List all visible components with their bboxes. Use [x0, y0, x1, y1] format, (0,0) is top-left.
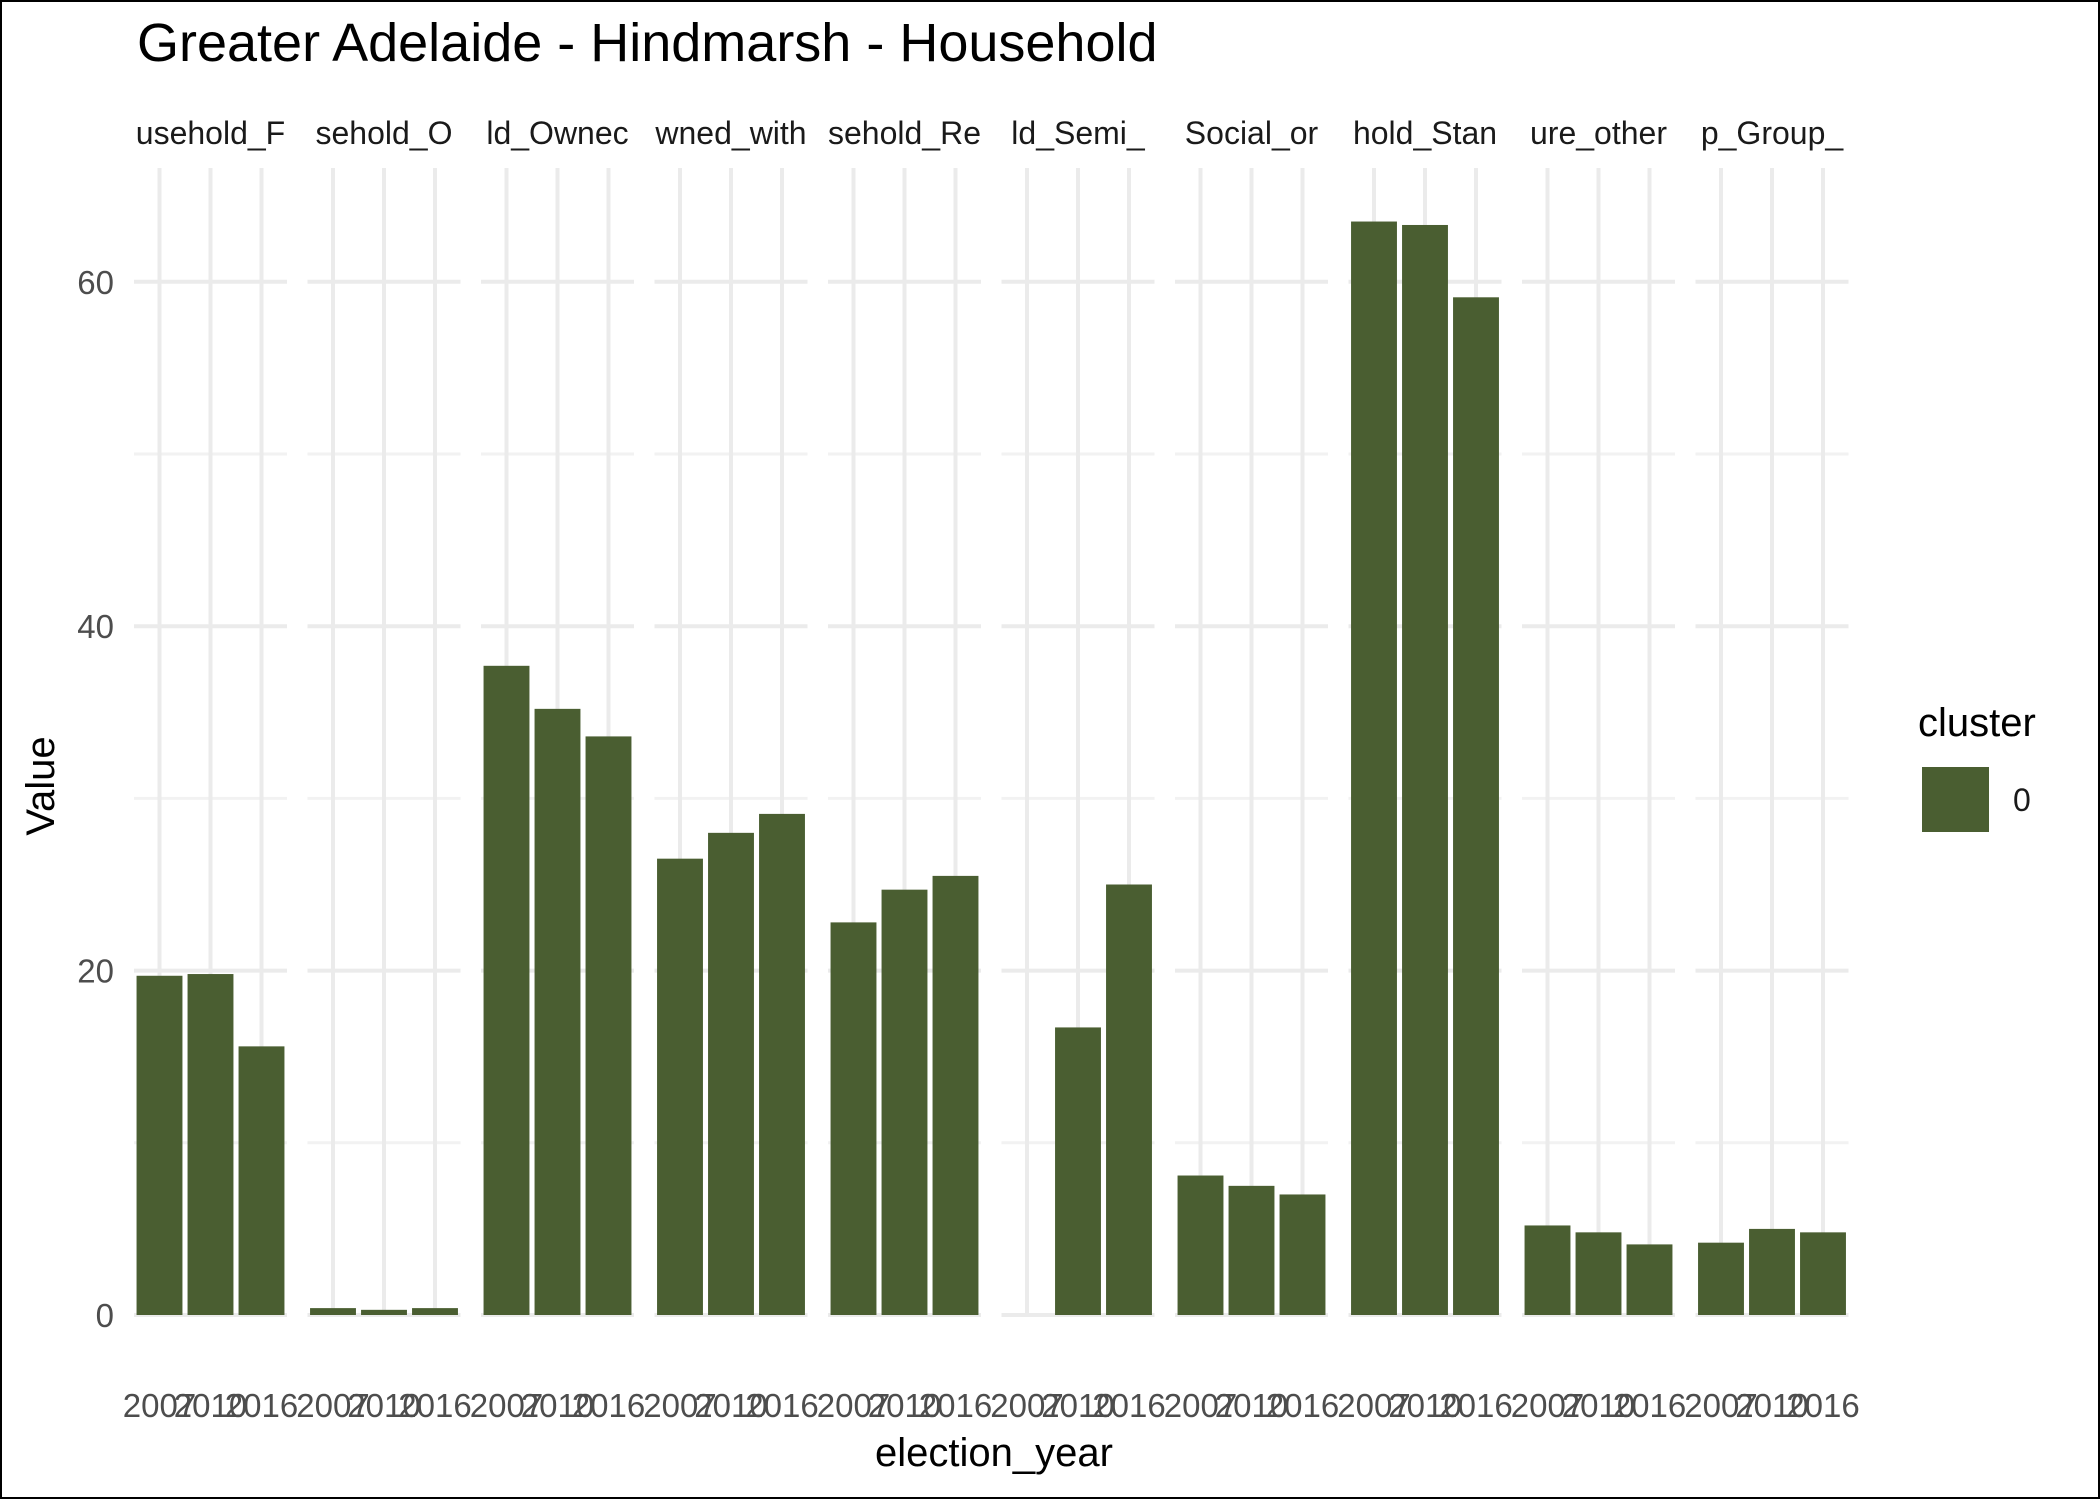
- facet-strip-label: wned_with: [654, 115, 806, 151]
- x-tick-label: 2007: [817, 1387, 890, 1424]
- x-tick-label: 2007: [990, 1387, 1063, 1424]
- x-tick-label: 2016: [745, 1387, 818, 1424]
- bar: [1800, 1232, 1846, 1315]
- x-tick-label: 2007: [643, 1387, 716, 1424]
- bar: [881, 889, 928, 1315]
- bar: [1749, 1228, 1795, 1315]
- x-tick-label: 2016: [919, 1387, 992, 1424]
- x-tick-label: 2010: [174, 1387, 247, 1424]
- bar: [1279, 1194, 1326, 1315]
- x-tick-label: 2010: [868, 1387, 941, 1424]
- facet-strip-label: Social_or: [1185, 115, 1319, 151]
- facet-strip-label: ld_Semi_: [1011, 115, 1146, 151]
- y-axis: 0 20 40 60: [77, 264, 114, 1334]
- x-tick-label: 2010: [1735, 1387, 1808, 1424]
- bar: [136, 975, 183, 1315]
- bar: [657, 858, 703, 1315]
- x-tick-label: 2007: [123, 1387, 196, 1424]
- x-tick-label: 2007: [1511, 1387, 1584, 1424]
- x-tick-label: 2007: [1164, 1387, 1237, 1424]
- bar: [1524, 1225, 1571, 1315]
- facet-strip-label: usehold_F: [136, 115, 285, 151]
- bar: [830, 922, 877, 1315]
- bar: [534, 708, 581, 1315]
- bar: [1228, 1185, 1275, 1315]
- x-tick-label: 2007: [296, 1387, 369, 1424]
- x-tick-label: 2010: [1215, 1387, 1288, 1424]
- x-tick-label: 2016: [225, 1387, 298, 1424]
- x-axis-title: election_year: [875, 1431, 1113, 1475]
- bar: [1055, 1027, 1101, 1315]
- bar: [361, 1309, 407, 1315]
- x-tick-label: 2010: [1388, 1387, 1461, 1424]
- x-tick-label: 2010: [347, 1387, 420, 1424]
- bar: [1453, 297, 1499, 1316]
- facet-panels: usehold_F200720102016sehold_O20072010201…: [123, 115, 1860, 1424]
- x-tick-label: 2016: [1092, 1387, 1165, 1424]
- bar: [187, 974, 234, 1315]
- x-tick-label: 2016: [1439, 1387, 1512, 1424]
- bar: [585, 736, 632, 1315]
- legend-label: 0: [2013, 782, 2031, 818]
- x-tick-label: 2016: [1786, 1387, 1859, 1424]
- bar: [310, 1308, 356, 1315]
- x-tick-label: 2016: [398, 1387, 471, 1424]
- facet-strip-label: p_Group_: [1701, 115, 1845, 151]
- x-tick-label: 2007: [470, 1387, 543, 1424]
- chart-title: Greater Adelaide - Hindmarsh - Household: [137, 13, 1158, 73]
- y-tick-label: 0: [96, 1297, 114, 1334]
- legend-swatch: [1922, 767, 1989, 832]
- bar: [1402, 224, 1448, 1315]
- x-tick-label: 2016: [1266, 1387, 1339, 1424]
- bar: [1177, 1175, 1224, 1315]
- x-tick-label: 2016: [1613, 1387, 1686, 1424]
- x-tick-label: 2016: [572, 1387, 645, 1424]
- x-tick-label: 2007: [1684, 1387, 1757, 1424]
- facet-strip-label: ld_Ownec: [486, 115, 628, 151]
- facet-strip-label: sehold_O: [316, 115, 453, 151]
- y-tick-label: 20: [77, 953, 114, 990]
- x-tick-label: 2010: [694, 1387, 767, 1424]
- y-tick-label: 60: [77, 264, 114, 301]
- y-axis-title: Value: [19, 736, 63, 835]
- facet-strip-label: sehold_Re: [828, 115, 981, 151]
- bar: [1698, 1242, 1744, 1315]
- bar: [412, 1308, 458, 1315]
- bar: [708, 832, 754, 1315]
- bar: [483, 665, 530, 1315]
- facet-strip-label: hold_Stan: [1353, 115, 1497, 151]
- bar: [1575, 1232, 1622, 1315]
- bar: [759, 813, 805, 1315]
- y-tick-label: 40: [77, 608, 114, 645]
- x-tick-label: 2010: [1041, 1387, 1114, 1424]
- x-tick-label: 2010: [521, 1387, 594, 1424]
- bar: [1626, 1244, 1673, 1315]
- bar: [1106, 884, 1152, 1315]
- legend-title: cluster: [1918, 701, 2036, 745]
- legend: cluster 0: [1918, 701, 2036, 832]
- bar: [1351, 221, 1397, 1315]
- facet-strip-label: ure_other: [1530, 115, 1667, 151]
- bar: [238, 1046, 285, 1315]
- bar: [932, 875, 979, 1315]
- x-tick-label: 2010: [1562, 1387, 1635, 1424]
- x-tick-label: 2007: [1337, 1387, 1410, 1424]
